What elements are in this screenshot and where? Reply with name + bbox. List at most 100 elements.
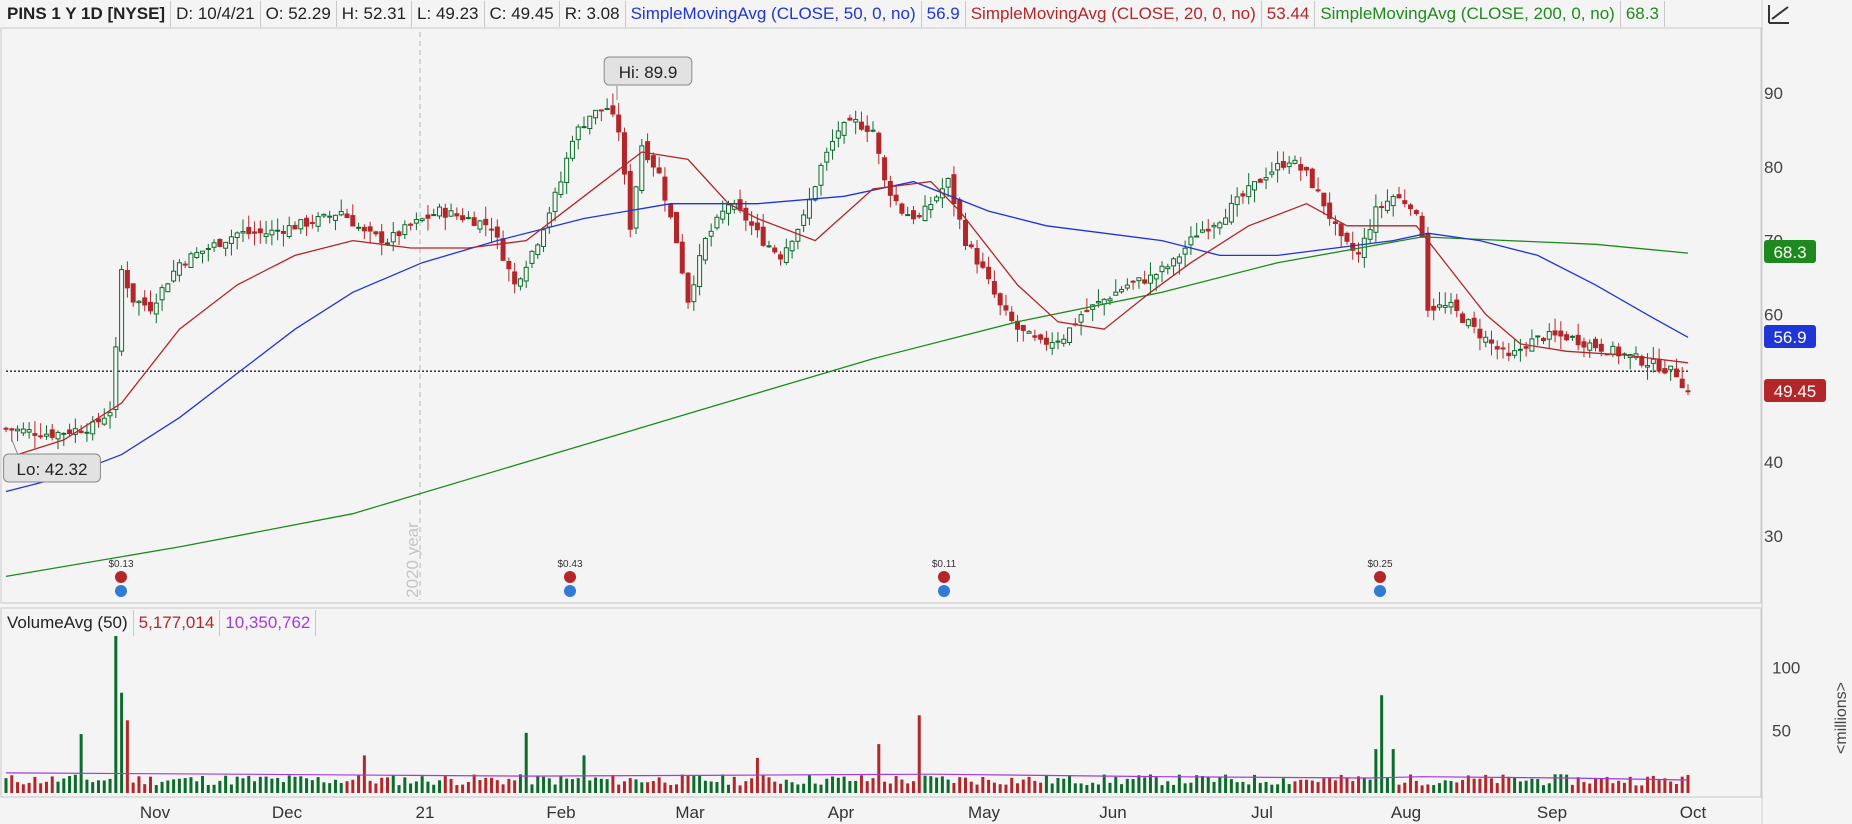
volume-bar: [1039, 782, 1043, 793]
volume-bar: [374, 783, 378, 793]
candle-body: [1558, 330, 1564, 337]
volume-bar: [888, 783, 892, 793]
volume-bar: [39, 783, 43, 793]
volume-bar: [287, 775, 291, 793]
candle-body: [535, 244, 541, 256]
volume-bar: [628, 778, 632, 793]
volume-bar: [339, 782, 343, 793]
x-tick-label: Apr: [828, 803, 855, 822]
candle-body: [1107, 298, 1113, 302]
volume-y-tick: 50: [1772, 721, 1791, 740]
candle-body: [425, 214, 431, 219]
candle-body: [523, 266, 529, 282]
volume-bar: [1547, 783, 1551, 793]
candle-body: [396, 231, 402, 237]
candle-body: [408, 223, 414, 226]
volume-bar: [484, 777, 488, 793]
candle-body: [15, 428, 21, 432]
volume-bar: [686, 775, 690, 793]
volume-bar: [998, 784, 1002, 793]
candle-body: [997, 293, 1003, 306]
volume-bar: [357, 775, 361, 793]
candle-body: [1587, 342, 1593, 351]
volume-bar: [247, 775, 251, 793]
volume-bar: [1183, 783, 1187, 793]
volume-bar: [605, 779, 609, 793]
volume-bar: [1443, 780, 1447, 793]
candle-body: [1616, 346, 1622, 357]
volume-bar: [553, 784, 557, 793]
candle-body: [1194, 235, 1200, 238]
volume-bar: [1310, 780, 1314, 793]
volume-bar: [1449, 780, 1453, 793]
candle-body: [315, 216, 321, 227]
price-badge: [1764, 379, 1826, 402]
volume-bar: [466, 781, 470, 793]
candle-body: [1448, 301, 1454, 308]
volume-bar: [131, 782, 135, 793]
candle-body: [1234, 196, 1240, 206]
candle-body: [905, 214, 911, 217]
volume-bar: [1513, 777, 1517, 793]
candle-body: [1199, 229, 1205, 233]
volume-bar: [825, 778, 829, 793]
volume-bar: [478, 780, 482, 793]
volume-bar: [518, 774, 522, 793]
candle-body: [3, 427, 9, 430]
volume-bar: [85, 779, 89, 793]
volume-bar: [1281, 778, 1285, 793]
volume-bar: [594, 777, 598, 793]
volume-bar: [1102, 774, 1106, 793]
volume-avg-value: 10,350,762: [220, 610, 317, 636]
candle-body: [1668, 365, 1674, 371]
volume-bar: [1264, 781, 1268, 793]
candle-body: [1593, 338, 1599, 349]
volume-bar: [1351, 781, 1355, 793]
candle-body: [1182, 247, 1188, 255]
volume-bar: [206, 785, 210, 793]
price-badge: [1764, 240, 1816, 263]
candle-body: [465, 217, 471, 220]
volume-bar: [1409, 774, 1413, 793]
volume-bar: [611, 774, 615, 793]
candle-body: [1685, 390, 1691, 393]
candle-body: [1494, 346, 1500, 350]
candle-body: [702, 237, 708, 261]
candle-body: [49, 429, 55, 438]
candle-body: [783, 247, 789, 263]
volume-bar: [1582, 781, 1586, 793]
sma20-line: [5, 151, 1689, 459]
candle-body: [922, 205, 928, 222]
volume-bar: [1021, 779, 1025, 793]
volume-bar: [1172, 784, 1176, 793]
volume-bar: [403, 777, 407, 793]
volume-bar: [1380, 695, 1384, 793]
volume-bar: [305, 778, 309, 793]
candle-body: [517, 278, 523, 287]
candle-body: [1471, 317, 1477, 327]
candle-body: [1390, 196, 1396, 207]
candle-body: [32, 433, 38, 436]
candle-body: [1315, 189, 1321, 192]
volume-bar: [328, 783, 332, 793]
volume-bar: [229, 784, 233, 793]
candle-body: [327, 215, 333, 218]
candle-body: [714, 216, 720, 229]
volume-bar: [946, 779, 950, 793]
candle-body: [818, 164, 824, 186]
candle-body: [448, 210, 454, 217]
candle-body: [1598, 343, 1604, 352]
candle-body: [1656, 358, 1662, 372]
candle-body: [778, 254, 784, 260]
volume-bar: [1484, 774, 1488, 793]
volume-bar: [1385, 777, 1389, 793]
candle-body: [292, 224, 298, 230]
volume-bar: [1120, 784, 1124, 793]
volume-bar: [790, 782, 794, 793]
volume-bar: [975, 784, 979, 793]
candle-body: [153, 302, 159, 315]
candle-body: [593, 109, 599, 119]
range-label: R: 3.08: [559, 1, 626, 27]
drawing-tool-icon[interactable]: [1766, 2, 1792, 26]
